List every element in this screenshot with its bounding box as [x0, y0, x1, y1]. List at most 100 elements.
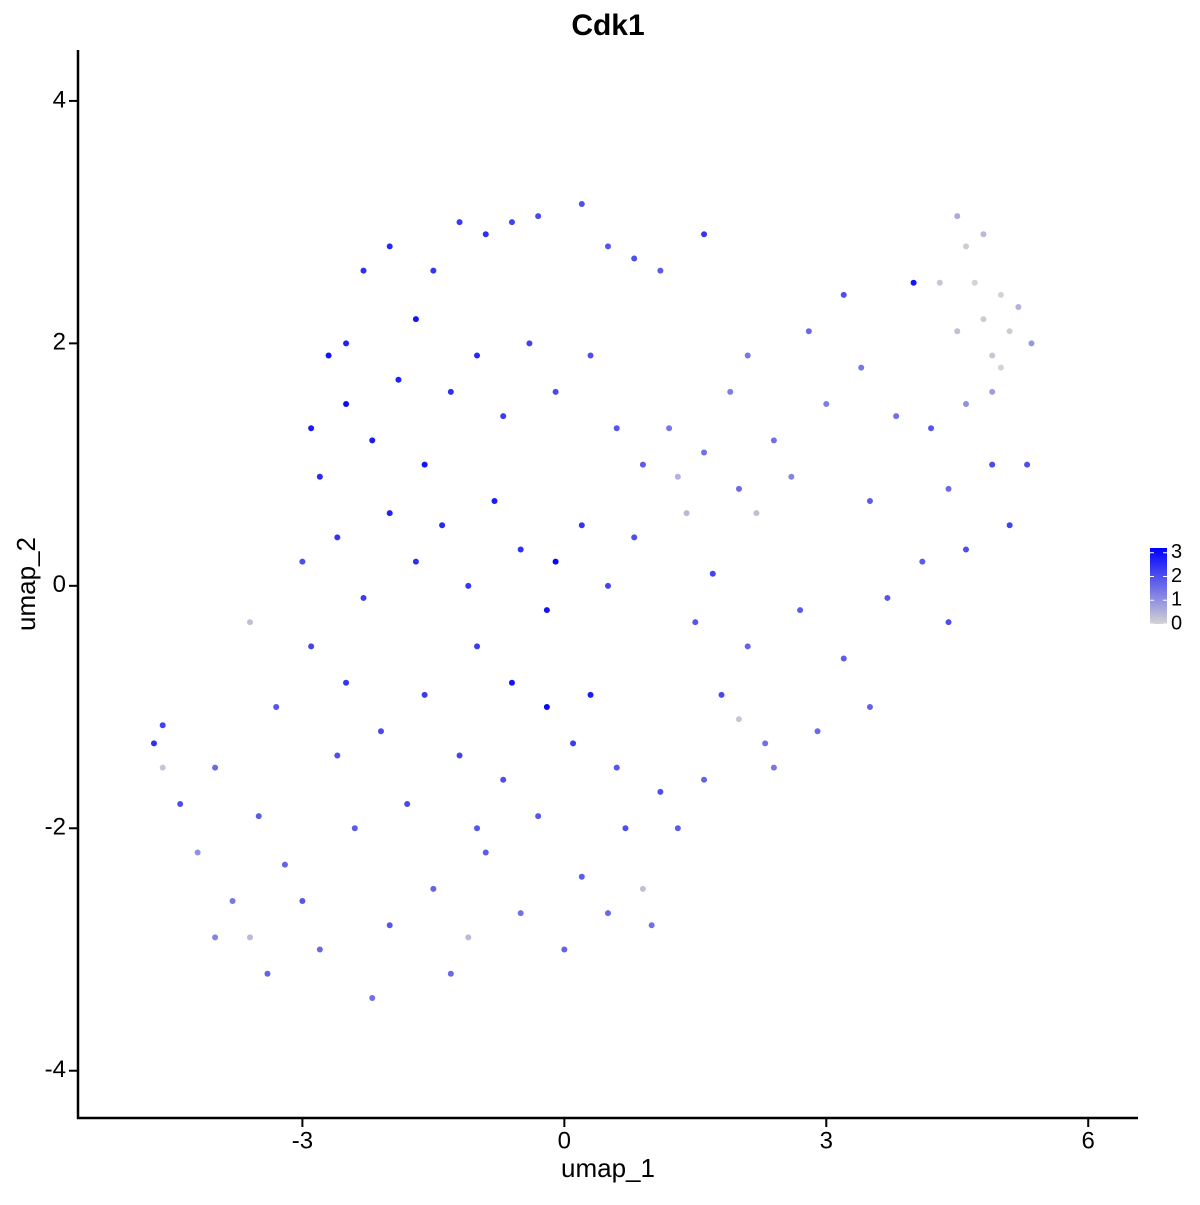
point: [727, 388, 734, 395]
point: [247, 934, 254, 941]
point: [212, 934, 219, 941]
colorbar-label: 3: [1171, 541, 1182, 563]
point: [814, 728, 821, 735]
point: [797, 607, 804, 614]
point: [962, 243, 969, 250]
point: [552, 558, 559, 565]
colorbar-label: 1: [1171, 589, 1182, 611]
point: [360, 267, 367, 274]
point: [247, 619, 254, 626]
point: [770, 764, 777, 771]
point: [954, 328, 961, 335]
point: [255, 813, 262, 820]
point: [474, 643, 481, 650]
point: [674, 825, 681, 832]
point: [439, 522, 446, 529]
point: [683, 510, 690, 517]
point: [866, 497, 873, 504]
point: [989, 461, 996, 468]
point: [744, 352, 751, 359]
point: [308, 643, 315, 650]
point: [989, 352, 996, 359]
point: [325, 352, 332, 359]
point: [657, 267, 664, 274]
point: [962, 400, 969, 407]
point: [535, 213, 542, 220]
point: [465, 582, 472, 589]
point: [308, 425, 315, 432]
point: [316, 946, 323, 953]
point: [474, 352, 481, 359]
point: [316, 473, 323, 480]
point: [212, 764, 219, 771]
point: [395, 376, 402, 383]
point: [1024, 461, 1031, 468]
point: [1015, 303, 1022, 310]
point: [1006, 328, 1013, 335]
point: [936, 279, 943, 286]
point: [840, 291, 847, 298]
point: [404, 801, 411, 808]
point: [605, 243, 611, 250]
point: [412, 316, 419, 323]
point: [465, 934, 472, 941]
point: [858, 364, 865, 371]
point: [578, 873, 585, 880]
point: [744, 643, 751, 650]
point: [360, 594, 367, 601]
point: [386, 243, 393, 250]
point: [613, 764, 620, 771]
point: [945, 619, 952, 626]
point: [997, 291, 1004, 298]
point: [840, 655, 847, 662]
x-tick-label: 0: [558, 1127, 571, 1154]
point: [535, 813, 542, 820]
point: [500, 776, 507, 783]
point: [762, 740, 769, 747]
point: [334, 534, 341, 541]
point: [386, 922, 393, 929]
point: [194, 849, 201, 856]
point: [587, 352, 594, 359]
x-tick-label: 3: [820, 1127, 833, 1154]
point: [299, 558, 306, 565]
point: [919, 558, 926, 565]
point: [159, 764, 166, 771]
point: [456, 752, 463, 759]
point: [631, 255, 638, 262]
point: [735, 716, 742, 723]
colorbar-label: 2: [1171, 565, 1182, 587]
y-tick-label: 0: [53, 571, 66, 598]
point: [884, 594, 891, 601]
point: [674, 473, 681, 480]
point: [823, 400, 830, 407]
point: [709, 570, 716, 577]
x-tick-label: -3: [292, 1127, 313, 1154]
point: [430, 885, 437, 892]
point: [718, 691, 725, 698]
point: [421, 691, 428, 698]
point: [343, 679, 350, 686]
point: [587, 691, 594, 698]
point: [622, 825, 629, 832]
point: [605, 910, 611, 917]
point: [561, 946, 568, 953]
chart-title: Cdk1: [571, 9, 644, 42]
point: [570, 740, 577, 747]
point: [639, 461, 646, 468]
point: [701, 449, 708, 456]
point: [648, 922, 655, 929]
point: [980, 231, 987, 238]
point: [631, 534, 638, 541]
point: [482, 231, 489, 238]
point: [989, 388, 996, 395]
point: [456, 219, 463, 226]
point: [805, 328, 812, 335]
point: [517, 910, 524, 917]
point: [980, 316, 987, 323]
point: [962, 546, 969, 553]
colorbar: [1150, 548, 1167, 624]
point: [866, 704, 873, 711]
point: [369, 994, 376, 1001]
point: [997, 364, 1004, 371]
